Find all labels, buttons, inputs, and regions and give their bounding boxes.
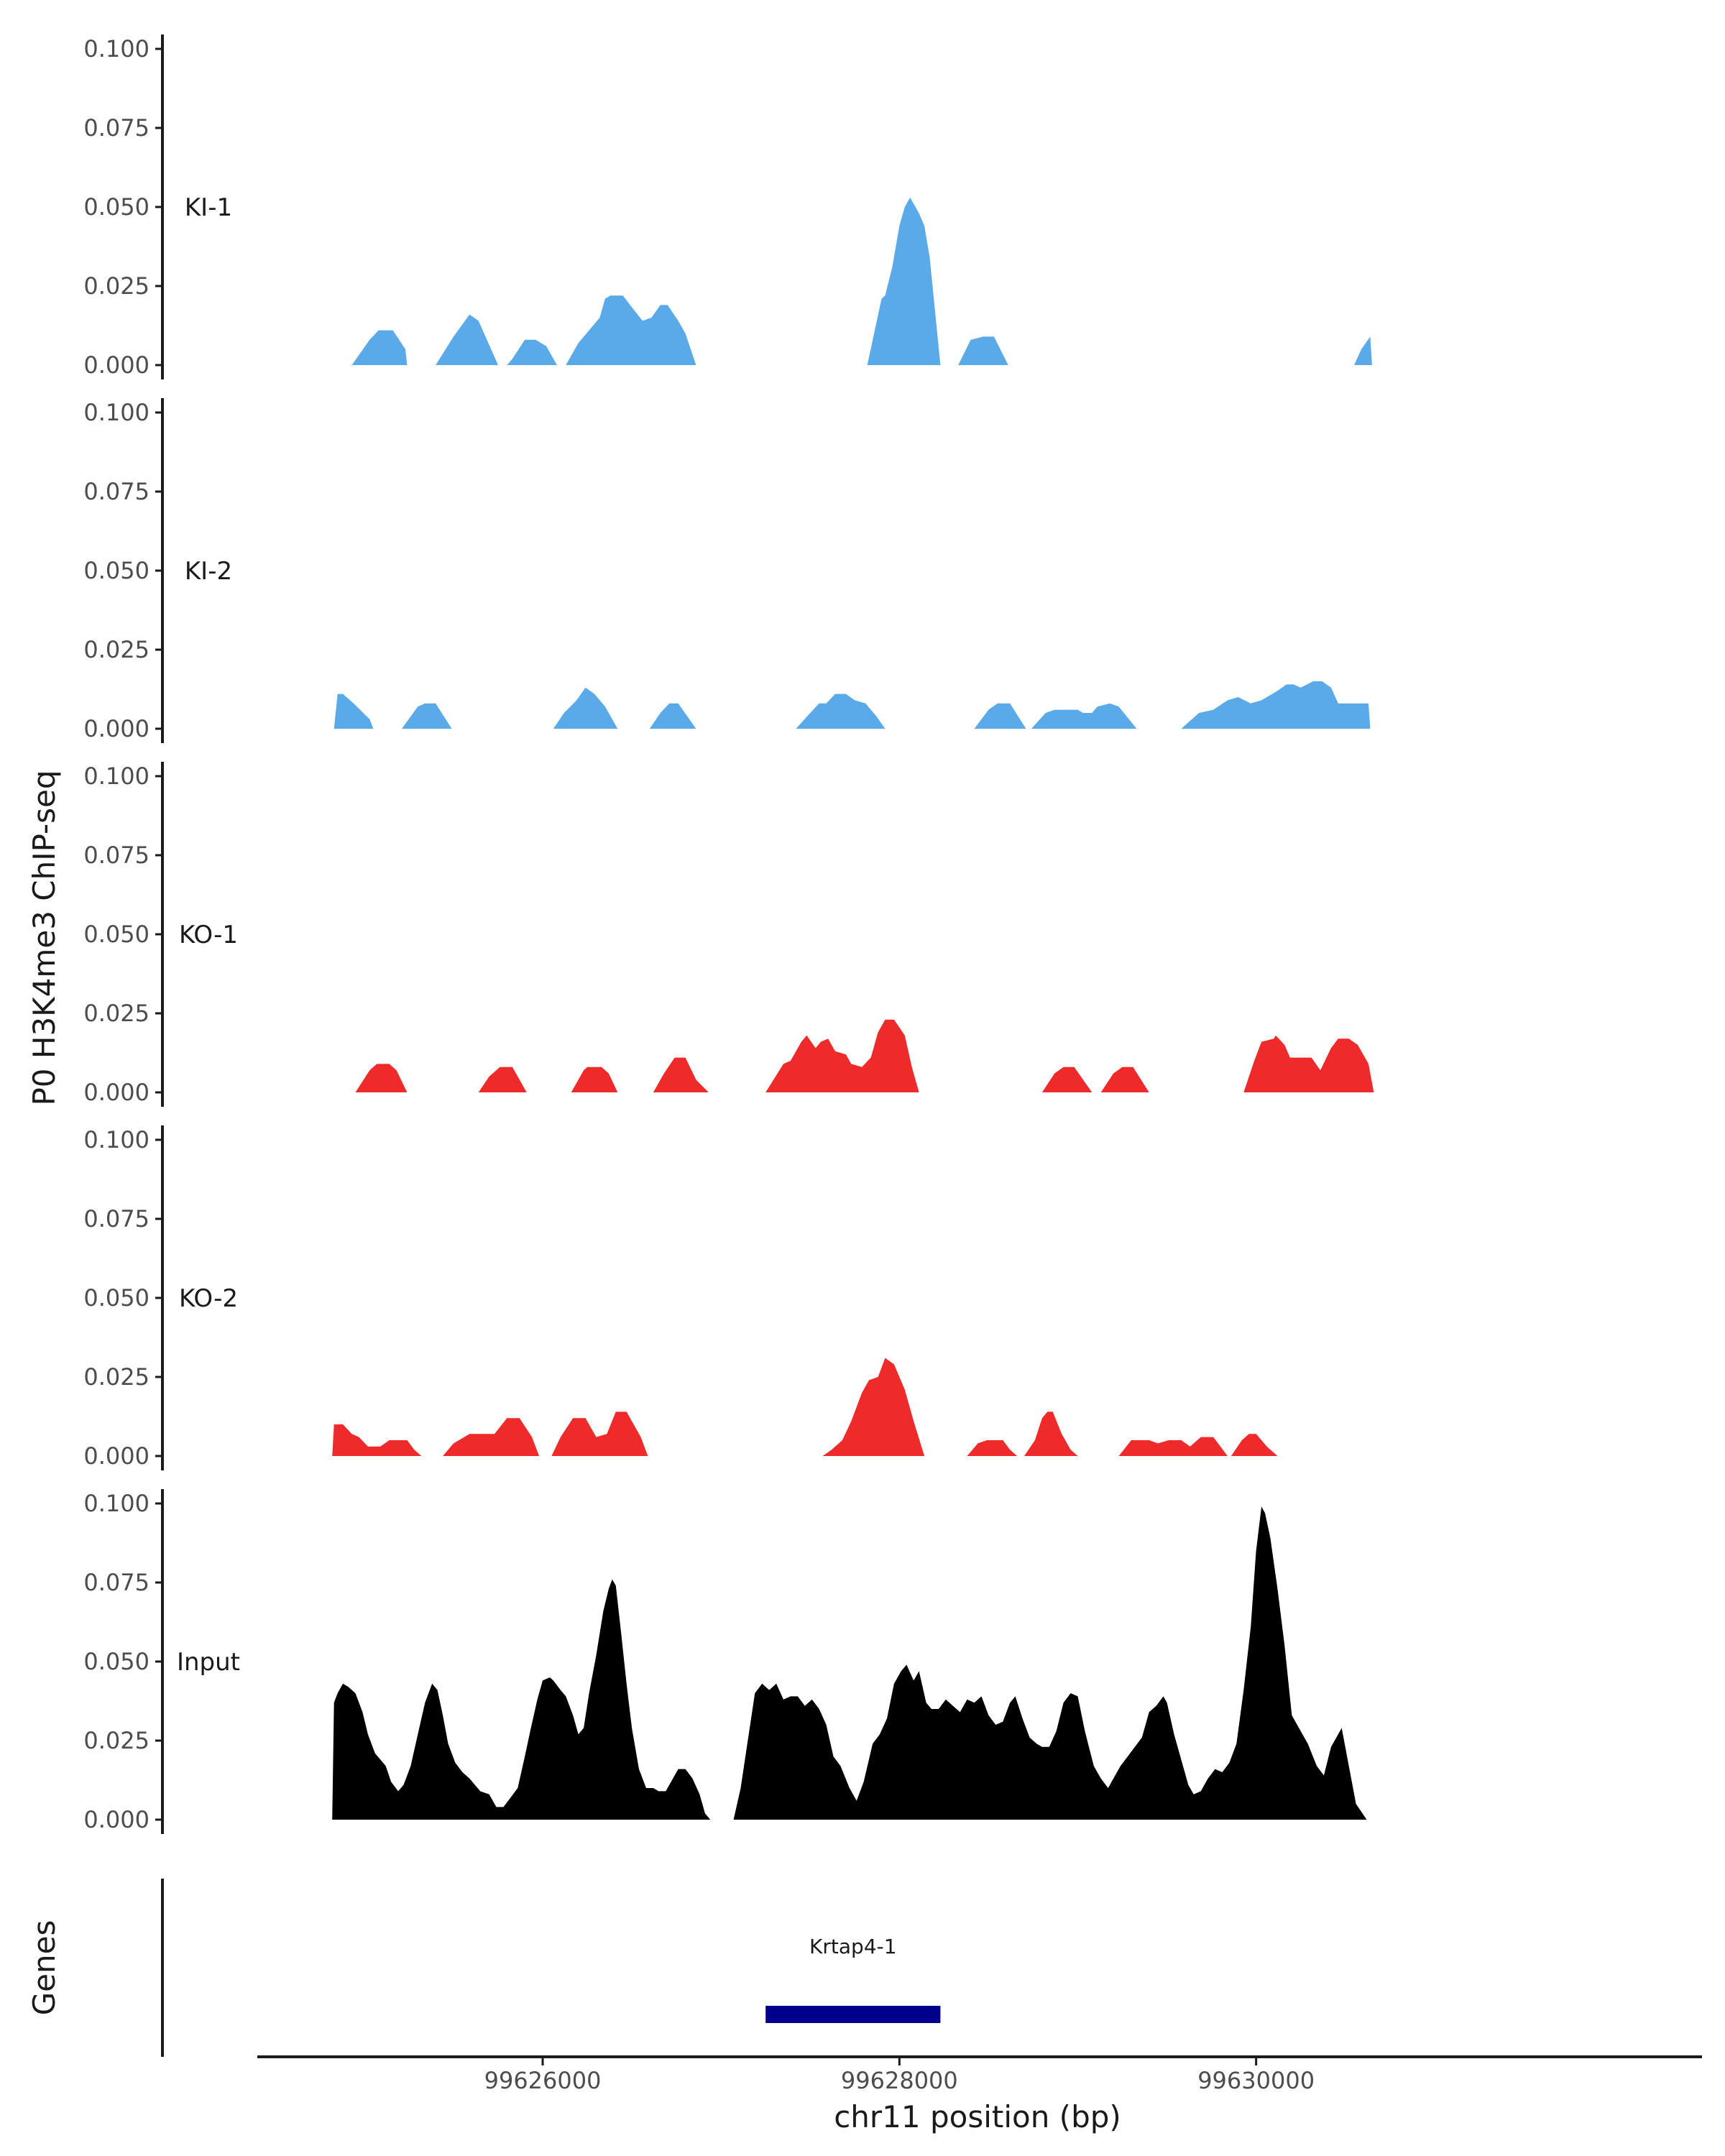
track-ko-2: 0.000 0.025 0.050 0.075 0.100 KO-2 bbox=[83, 1125, 1278, 1470]
genes-axis-title: Genes bbox=[27, 1920, 62, 2016]
track-label: KO-2 bbox=[179, 1284, 238, 1313]
gene-bar bbox=[765, 2006, 941, 2023]
coverage-area bbox=[478, 1067, 527, 1092]
y-tick-label: 0.075 bbox=[83, 1205, 150, 1233]
track-input: 0.000 0.025 0.050 0.075 0.100 Input bbox=[83, 1489, 1367, 1834]
coverage-area bbox=[1354, 336, 1372, 365]
y-tick-label: 0.075 bbox=[83, 1569, 150, 1596]
coverage-area bbox=[1118, 1437, 1228, 1456]
tracks-layer: 0.0000.0250.0500.0750.100KI-10.0000.0250… bbox=[83, 34, 1374, 1834]
coverage-area bbox=[1100, 1067, 1149, 1092]
track-label: KI-2 bbox=[185, 557, 232, 586]
y-tick-label: 0.025 bbox=[83, 272, 150, 300]
y-tick-label: 0.100 bbox=[83, 399, 150, 426]
coverage-area bbox=[402, 703, 452, 729]
x-axis: 99626000 99628000 99630000 bbox=[257, 2055, 1702, 2094]
coverage-area bbox=[1243, 1035, 1374, 1092]
y-tick-label: 0.025 bbox=[83, 1727, 150, 1754]
y-tick-label: 0.100 bbox=[83, 35, 150, 63]
track-ki-1: 0.000 0.025 0.050 0.075 0.100 KI-1 bbox=[83, 34, 1372, 379]
coverage-area bbox=[967, 1440, 1018, 1456]
coverage-area bbox=[355, 1064, 408, 1092]
coverage-area bbox=[649, 703, 696, 729]
y-tick-label: 0.075 bbox=[83, 114, 150, 142]
coverage-area bbox=[334, 694, 374, 729]
y-tick-label: 0.025 bbox=[83, 1363, 150, 1391]
y-tick-label: 0.075 bbox=[83, 842, 150, 869]
coverage-area bbox=[1181, 681, 1371, 729]
y-tick-label: 0.100 bbox=[83, 763, 150, 790]
coverage-area bbox=[551, 1411, 648, 1456]
coverage-area bbox=[351, 330, 408, 365]
gene-marks: Krtap4-1 bbox=[765, 1935, 941, 2023]
track-label: KO-1 bbox=[179, 921, 238, 949]
y-tick-label: 0.050 bbox=[83, 557, 150, 584]
coverage-area bbox=[436, 314, 498, 365]
track-ki-2: 0.000 0.025 0.050 0.075 0.100 KI-2 bbox=[83, 398, 1371, 743]
track-label: KI-1 bbox=[185, 193, 232, 222]
x-tick-label: 99626000 bbox=[484, 2067, 602, 2094]
y-tick-label: 0.050 bbox=[83, 1648, 150, 1675]
coverage-area bbox=[867, 197, 941, 365]
y-tick-label: 0.000 bbox=[83, 1806, 150, 1833]
coverage-area bbox=[1031, 703, 1137, 729]
coverage-area bbox=[822, 1358, 925, 1456]
coverage-area bbox=[332, 1424, 422, 1456]
coverage-area bbox=[566, 295, 696, 365]
track-ko-1: 0.000 0.025 0.050 0.075 0.100 KO-1 bbox=[83, 762, 1374, 1107]
y-tick-label: 0.000 bbox=[83, 1442, 150, 1470]
y-tick-label: 0.050 bbox=[83, 193, 150, 221]
coverage-area bbox=[765, 1019, 919, 1092]
coverage-area bbox=[1041, 1067, 1092, 1092]
y-tick-label: 0.075 bbox=[83, 478, 150, 505]
x-axis-title: chr11 position (bp) bbox=[834, 2099, 1121, 2134]
y-tick-label: 0.100 bbox=[83, 1490, 150, 1517]
y-tick-label: 0.050 bbox=[83, 1284, 150, 1312]
coverage-area bbox=[958, 336, 1008, 365]
y-tick-label: 0.000 bbox=[83, 1079, 150, 1106]
coverage-area bbox=[571, 1067, 618, 1092]
y-tick-label: 0.050 bbox=[83, 921, 150, 948]
coverage-area bbox=[1230, 1434, 1278, 1456]
coverage-area bbox=[974, 703, 1026, 729]
coverage-area bbox=[553, 687, 618, 729]
coverage-area bbox=[796, 694, 886, 729]
coverage-area bbox=[653, 1057, 709, 1092]
y-axis-title: P0 H3K4me3 ChIP-seq bbox=[27, 770, 62, 1105]
y-tick-label: 0.025 bbox=[83, 1000, 150, 1027]
y-tick-label: 0.100 bbox=[83, 1126, 150, 1153]
x-tick-label: 99628000 bbox=[841, 2067, 958, 2094]
coverage-area bbox=[332, 1579, 711, 1820]
x-tick-label: 99630000 bbox=[1197, 2067, 1315, 2094]
coverage-area bbox=[1024, 1411, 1078, 1456]
y-tick-label: 0.025 bbox=[83, 636, 150, 663]
y-tick-label: 0.000 bbox=[83, 351, 150, 379]
genes-panel: Krtap4-1 bbox=[161, 1879, 941, 2057]
track-label: Input bbox=[177, 1648, 240, 1677]
coverage-area bbox=[733, 1506, 1367, 1820]
coverage-area bbox=[443, 1418, 540, 1456]
coverage-area bbox=[507, 339, 557, 365]
y-tick-label: 0.000 bbox=[83, 715, 150, 742]
gene-label: Krtap4-1 bbox=[809, 1935, 897, 1958]
